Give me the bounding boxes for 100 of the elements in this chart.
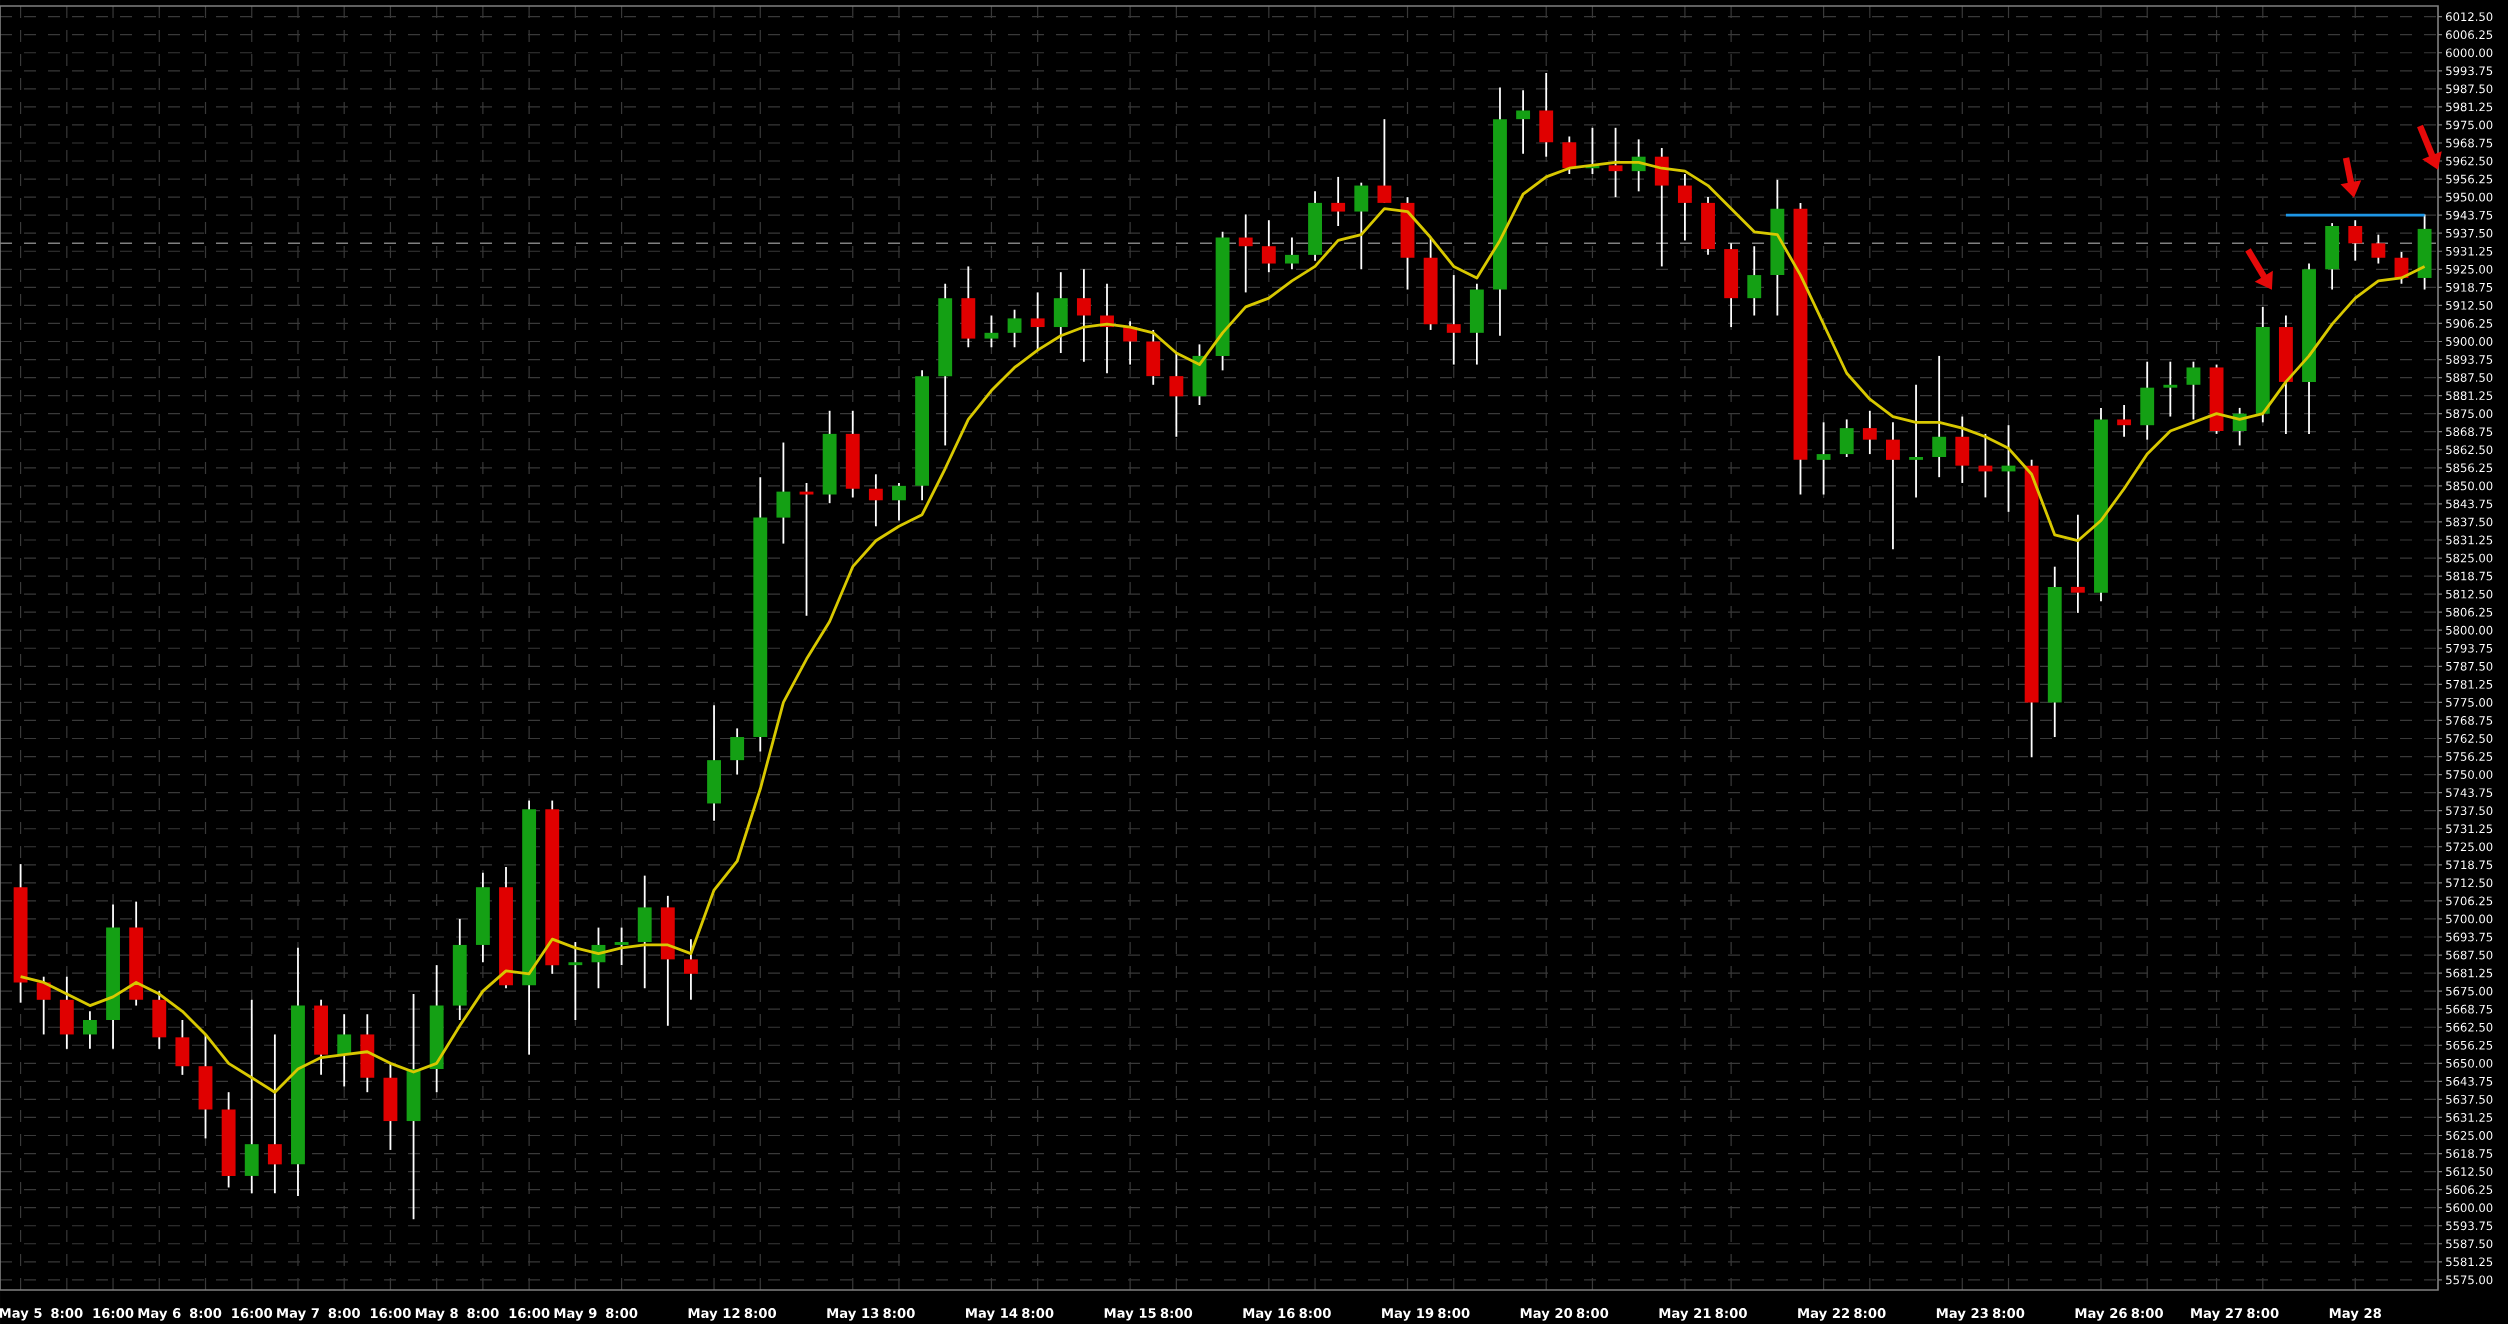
- x-tick-label: May 23: [1936, 1308, 1988, 1321]
- y-tick-label: 5675.00: [2446, 986, 2493, 996]
- candlestick: [337, 1013, 352, 1088]
- y-tick-label: 5693.75: [2446, 932, 2493, 942]
- y-tick-label: 5993.75: [2446, 66, 2493, 76]
- candlestick: [1377, 118, 1392, 204]
- x-tick-label: May 15: [1104, 1308, 1156, 1321]
- y-tick-label: 5937.50: [2446, 228, 2493, 238]
- y-tick-label: 5806.25: [2446, 607, 2493, 617]
- x-tick-label: May 5: [0, 1308, 42, 1321]
- y-tick-label: 5868.75: [2446, 427, 2493, 437]
- y-tick-label: 5975.00: [2446, 120, 2493, 130]
- y-tick-label: 5712.50: [2446, 878, 2493, 888]
- y-tick-label: 5875.00: [2446, 409, 2493, 419]
- candlestick: [267, 1033, 282, 1195]
- x-tick-label: 8:00: [1992, 1308, 2025, 1319]
- candlestick: [1608, 126, 1623, 199]
- y-tick-label: 5625.00: [2446, 1131, 2493, 1140]
- y-tick-label: 5656.25: [2446, 1040, 2493, 1050]
- y-tick-label: 5787.50: [2446, 661, 2493, 671]
- x-tick-label: May 27: [2191, 1308, 2243, 1321]
- candlestick: [2163, 360, 2178, 418]
- x-tick-label: May 13: [827, 1308, 879, 1321]
- y-tick-label: 5750.00: [2446, 770, 2493, 780]
- candlestick: [82, 1010, 97, 1050]
- y-tick-label: 5818.75: [2446, 571, 2493, 581]
- y-tick-label: 5950.00: [2446, 192, 2493, 202]
- y-tick-label: 5668.75: [2446, 1004, 2493, 1014]
- y-tick-label: 5606.25: [2446, 1185, 2493, 1195]
- y-tick-label: 5781.25: [2446, 680, 2493, 689]
- x-tick-label: May 21: [1659, 1308, 1711, 1321]
- y-tick-label: 5956.25: [2446, 174, 2493, 184]
- x-tick-label: 8:00: [1022, 1308, 1054, 1319]
- x-tick-label: May 14: [966, 1308, 1018, 1321]
- x-tick-label: 8:00: [1160, 1308, 1193, 1319]
- y-tick-label: 5768.75: [2446, 716, 2493, 725]
- x-tick-label: May 20: [1520, 1308, 1573, 1321]
- y-tick-label: 5918.75: [2446, 282, 2493, 292]
- candlestick: [684, 938, 698, 1001]
- x-tick-label: 8:00: [744, 1308, 777, 1319]
- candlestick: [1886, 421, 1900, 551]
- x-tick-label: 8:00: [883, 1308, 915, 1319]
- y-tick-label: 5687.50: [2446, 950, 2493, 960]
- x-tick-label: 8:00: [2131, 1308, 2163, 1319]
- y-tick-label: 5850.00: [2446, 481, 2493, 491]
- candlestick: [1909, 383, 1923, 499]
- candlestick: [984, 314, 999, 349]
- candlestick: [868, 473, 883, 528]
- x-tick-label: 8:00: [605, 1308, 638, 1319]
- x-tick-label: 8:00: [1299, 1308, 1331, 1319]
- x-tick-label: May 16: [1243, 1308, 1295, 1321]
- y-tick-label: 5643.75: [2446, 1077, 2493, 1086]
- y-tick-label: 5825.00: [2446, 553, 2493, 563]
- y-tick-label: 5575.00: [2446, 1275, 2493, 1285]
- x-tick-label: 8:00: [51, 1308, 83, 1319]
- y-tick-label: 5843.75: [2446, 499, 2493, 509]
- y-tick-label: 5650.00: [2446, 1058, 2493, 1068]
- y-tick-label: 5700.00: [2446, 914, 2493, 924]
- y-tick-label: 5893.75: [2446, 355, 2493, 364]
- y-tick-label: 5581.25: [2446, 1257, 2493, 1267]
- x-tick-label: 16:00: [370, 1308, 411, 1319]
- x-tick-label: 16:00: [232, 1308, 273, 1319]
- x-tick-label: May 12: [688, 1308, 740, 1321]
- y-tick-label: 6012.50: [2446, 12, 2493, 22]
- y-tick-label: 6000.00: [2446, 48, 2493, 58]
- x-tick-label: 8:00: [1576, 1308, 1609, 1319]
- candlestick: [1932, 355, 1947, 479]
- candlestick: [1516, 89, 1531, 155]
- y-tick-label: 5618.75: [2446, 1149, 2493, 1158]
- candlestick: [1747, 245, 1762, 317]
- y-tick-label: 5962.50: [2446, 156, 2493, 166]
- x-tick-label: May 7: [277, 1308, 319, 1321]
- x-tick-label: May 19: [1382, 1308, 1434, 1321]
- y-tick-label: 5793.75: [2446, 643, 2493, 653]
- x-tick-label: 8:00: [2247, 1308, 2279, 1319]
- x-tick-label: 8:00: [189, 1308, 222, 1319]
- candlestick: [2348, 219, 2363, 262]
- x-tick-label: May 28: [2329, 1308, 2382, 1321]
- y-tick-label: 5600.00: [2446, 1203, 2493, 1213]
- candlestick: [568, 941, 583, 1021]
- y-tick-label: 5943.75: [2446, 210, 2493, 220]
- y-tick-label: 5718.75: [2446, 860, 2493, 870]
- x-tick-label: May 9: [554, 1308, 597, 1321]
- x-tick-label: 16:00: [93, 1308, 134, 1319]
- candlestick: [1076, 268, 1091, 363]
- candlestick: [1446, 274, 1461, 366]
- y-tick-label: 5593.75: [2446, 1221, 2493, 1231]
- candlestick: [730, 727, 745, 776]
- y-tick-label: 5737.50: [2446, 806, 2493, 816]
- y-tick-label: 5856.25: [2446, 463, 2493, 473]
- y-tick-label: 5762.50: [2446, 734, 2493, 743]
- candlestick: [2117, 404, 2132, 438]
- candlestick: [1331, 176, 1346, 227]
- candlestick: [1169, 352, 1184, 438]
- y-tick-label: 5800.00: [2446, 625, 2493, 635]
- y-tick-label: 5987.50: [2446, 84, 2493, 94]
- x-tick-label: 8:00: [467, 1308, 499, 1319]
- candlestick: [1677, 173, 1692, 242]
- y-tick-label: 5887.50: [2446, 373, 2493, 382]
- y-tick-label: 5968.75: [2446, 138, 2493, 148]
